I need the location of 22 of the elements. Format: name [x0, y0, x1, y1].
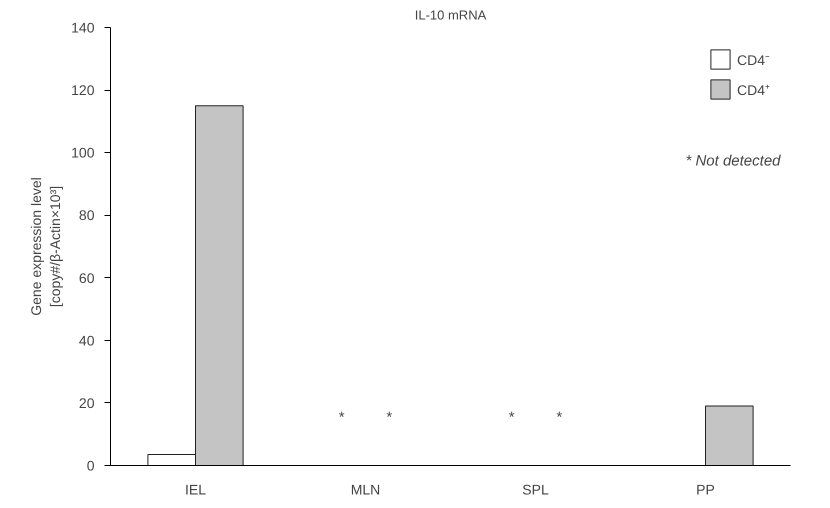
annotation: *: [508, 409, 515, 426]
annotation: *: [556, 409, 562, 426]
y-tick-label: 120: [71, 82, 95, 98]
y-tick-label: 140: [71, 20, 95, 36]
x-tick-label: IEL: [184, 482, 206, 498]
y-tick-label: 40: [78, 332, 95, 348]
y-tick-label: 100: [71, 144, 95, 161]
y-tick-label: 80: [78, 207, 95, 224]
x-tick-label: MLN: [350, 482, 380, 498]
x-tick-label: SPL: [522, 482, 549, 498]
annotation: * Not detected: [685, 152, 782, 170]
y-tick-label: 0: [86, 458, 95, 474]
annotation: *: [338, 409, 345, 426]
legend-label: CD4⁺: [736, 80, 770, 98]
chart-title: IL-10 mRNA: [414, 8, 487, 22]
y-axis-title: Gene expression level [copy#/β-Actin×10³]: [28, 177, 64, 316]
y-tick-label: 20: [78, 394, 95, 411]
annotation: *: [386, 409, 392, 426]
bar: [705, 406, 754, 466]
legend-label: CD4⁻: [736, 50, 770, 68]
x-tick-label: PP: [696, 482, 715, 498]
y-tick-label: 60: [78, 270, 95, 286]
